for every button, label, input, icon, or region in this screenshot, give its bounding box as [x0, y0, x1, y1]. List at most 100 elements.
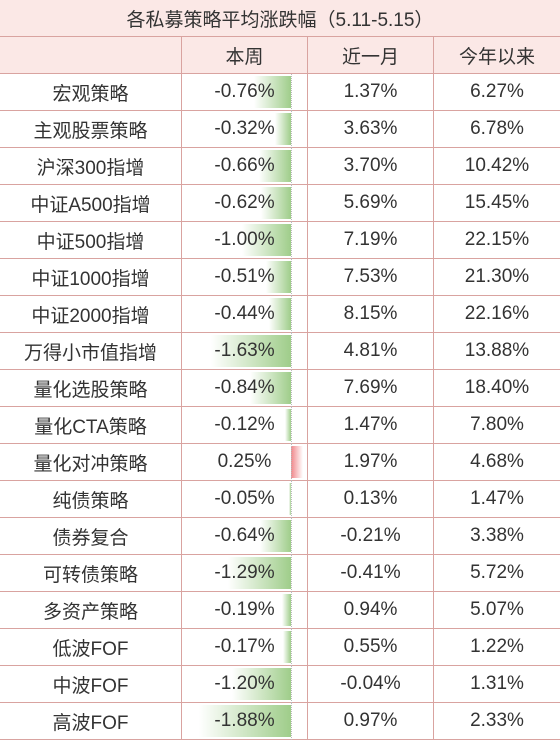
row-label-cell: 可转债策略	[0, 555, 182, 592]
value-cell: 13.88%	[434, 333, 560, 370]
bar-axis	[291, 444, 292, 481]
title: 各私募策略平均涨跌幅（5.11-5.15）	[126, 9, 434, 31]
cell-value: -0.62%	[214, 192, 275, 213]
data-bar	[282, 631, 291, 663]
value-cell: -0.51%	[182, 259, 308, 296]
row-label-cell: 量化对冲策略	[0, 444, 182, 481]
header-cell: 今年以来	[434, 37, 560, 74]
cell-value: 3.63%	[343, 118, 398, 139]
value-cell: -0.12%	[182, 407, 308, 444]
value-cell: 0.97%	[308, 703, 434, 740]
cell-value: 2.33%	[470, 710, 524, 731]
row-label: 量化CTA策略	[34, 416, 147, 438]
cell-value: 7.19%	[343, 229, 398, 250]
value-cell: -0.76%	[182, 74, 308, 111]
value-cell: 22.15%	[434, 222, 560, 259]
cell-value: 0.55%	[343, 636, 398, 657]
cell-value: 4.68%	[470, 451, 524, 472]
row-label-cell: 沪深300指增	[0, 148, 182, 185]
cell-value: 5.72%	[470, 562, 524, 583]
row-label-cell: 中证500指增	[0, 222, 182, 259]
data-bar	[288, 483, 291, 515]
row-label-cell: 主观股票策略	[0, 111, 182, 148]
data-bar	[253, 76, 291, 108]
value-cell: 7.53%	[308, 259, 434, 296]
value-cell: -1.20%	[182, 666, 308, 703]
cell-value: 0.97%	[343, 710, 398, 731]
row-label-cell: 中证1000指增	[0, 259, 182, 296]
cell-value: 13.88%	[464, 340, 530, 361]
cell-value: 3.70%	[343, 155, 398, 176]
data-bar	[211, 335, 291, 367]
bar-axis	[291, 111, 292, 148]
row-label: 中波FOF	[52, 675, 129, 697]
row-label: 万得小市值指增	[23, 342, 157, 364]
value-cell: 0.55%	[308, 629, 434, 666]
bar-axis	[291, 333, 292, 370]
cell-value: 1.47%	[343, 414, 398, 435]
bar-axis	[291, 407, 292, 444]
row-label: 中证2000指增	[31, 305, 150, 327]
value-cell: 8.15%	[308, 296, 434, 333]
cell-value: 1.37%	[343, 81, 398, 102]
row-label-cell: 低波FOF	[0, 629, 182, 666]
row-label: 主观股票策略	[33, 120, 148, 142]
cell-value: 15.45%	[464, 192, 530, 213]
bar-axis	[291, 518, 292, 555]
row-label-cell: 纯债策略	[0, 481, 182, 518]
row-label: 纯债策略	[52, 490, 129, 512]
cell-value: 7.69%	[343, 377, 398, 398]
value-cell: -0.44%	[182, 296, 308, 333]
value-cell: -0.17%	[182, 629, 308, 666]
bar-axis	[291, 592, 292, 629]
data-bar	[249, 372, 291, 404]
cell-value: 5.69%	[343, 192, 398, 213]
bar-axis	[291, 185, 292, 222]
cell-value: -0.66%	[214, 155, 275, 176]
value-cell: 4.81%	[308, 333, 434, 370]
cell-value: -0.64%	[214, 525, 275, 546]
data-bar	[227, 557, 291, 589]
cell-value: 22.15%	[464, 229, 530, 250]
row-label: 高波FOF	[52, 712, 129, 734]
value-cell: 5.07%	[434, 592, 560, 629]
value-cell: -0.64%	[182, 518, 308, 555]
row-label: 量化对冲策略	[33, 453, 148, 475]
cell-value: -0.17%	[214, 636, 275, 657]
row-label: 债券复合	[52, 527, 129, 549]
value-cell: -1.63%	[182, 333, 308, 370]
cell-value: 21.30%	[464, 266, 530, 287]
value-cell: -0.32%	[182, 111, 308, 148]
row-label-cell: 量化CTA策略	[0, 407, 182, 444]
row-label: 沪深300指增	[36, 157, 145, 179]
bar-axis	[291, 296, 292, 333]
value-cell: 1.97%	[308, 444, 434, 481]
value-cell: 18.40%	[434, 370, 560, 407]
value-cell: -0.66%	[182, 148, 308, 185]
cell-value: -1.63%	[214, 340, 275, 361]
cell-value: -0.76%	[214, 81, 275, 102]
cell-value: -0.32%	[214, 118, 275, 139]
cell-value: 1.31%	[470, 673, 524, 694]
header-text: 今年以来	[458, 46, 535, 68]
value-cell: 1.47%	[308, 407, 434, 444]
value-cell: 7.69%	[308, 370, 434, 407]
cell-value: 18.40%	[464, 377, 530, 398]
row-label-cell: 债券复合	[0, 518, 182, 555]
cell-value: 10.42%	[464, 155, 530, 176]
row-label-cell: 宏观策略	[0, 74, 182, 111]
value-cell: 6.78%	[434, 111, 560, 148]
row-label-cell: 中证A500指增	[0, 185, 182, 222]
cell-value: -1.20%	[214, 673, 275, 694]
cell-value: -0.51%	[214, 266, 275, 287]
row-label: 中证1000指增	[31, 268, 150, 290]
cell-value: 6.27%	[470, 81, 524, 102]
cell-value: -0.44%	[214, 303, 275, 324]
data-bar	[266, 261, 291, 293]
row-label: 低波FOF	[52, 638, 129, 660]
row-label: 多资产策略	[42, 601, 138, 623]
header-cell: 本周	[182, 37, 308, 74]
cell-value: -0.05%	[214, 488, 275, 509]
cell-value: -0.04%	[340, 673, 401, 694]
cell-value: 1.47%	[470, 488, 524, 509]
